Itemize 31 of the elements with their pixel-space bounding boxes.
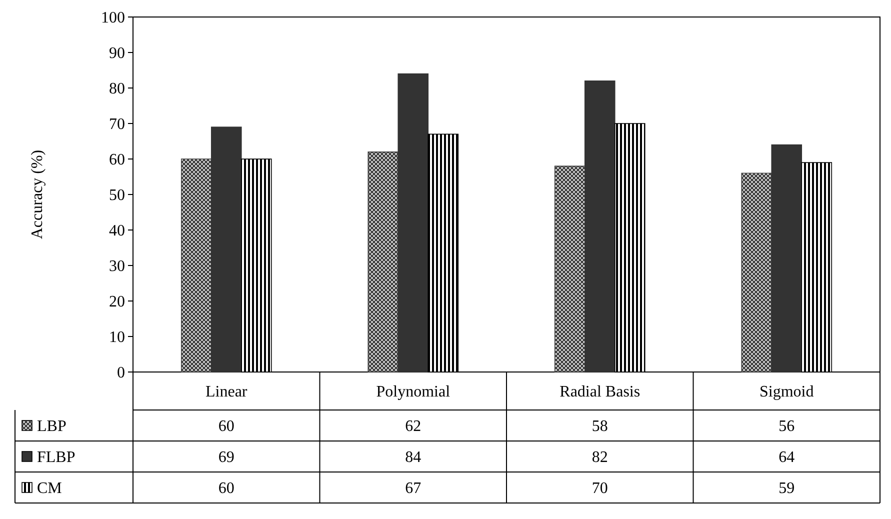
legend-label: FLBP — [37, 449, 76, 466]
data-label: 60 — [218, 418, 234, 436]
data-label: 60 — [218, 480, 234, 498]
legend-label: CM — [37, 480, 62, 498]
data-label: 67 — [405, 480, 422, 498]
y-tick-label: 30 — [109, 258, 125, 276]
y-tick-label: 70 — [109, 116, 125, 134]
data-label: 70 — [592, 480, 608, 498]
data-label: 62 — [405, 418, 422, 436]
data-label: 64 — [778, 449, 795, 466]
y-tick-label: 50 — [109, 187, 125, 204]
data-label: 59 — [778, 480, 795, 498]
y-tick-label: 60 — [109, 152, 125, 169]
x-tick-label: Polynomial — [376, 384, 451, 401]
data-label: 69 — [218, 449, 234, 466]
x-tick-label: Radial Basis — [560, 384, 640, 401]
x-tick-label: Sigmoid — [760, 384, 814, 401]
data-label: 58 — [592, 418, 608, 436]
y-tick-label: 10 — [109, 329, 125, 346]
y-tick-label: 0 — [117, 364, 125, 382]
legend-label: LBP — [37, 418, 66, 436]
y-tick-label: 90 — [109, 45, 125, 62]
y-tick-label: 80 — [109, 80, 125, 98]
data-label: 82 — [592, 449, 608, 466]
data-label: 56 — [778, 418, 795, 436]
y-axis-title: Accuracy (%) — [29, 150, 46, 240]
y-tick-label: 40 — [109, 222, 125, 240]
data-label: 84 — [405, 449, 422, 466]
y-tick-label: 20 — [109, 294, 125, 311]
x-tick-label: Linear — [206, 384, 248, 401]
y-tick-label: 100 — [101, 10, 125, 27]
